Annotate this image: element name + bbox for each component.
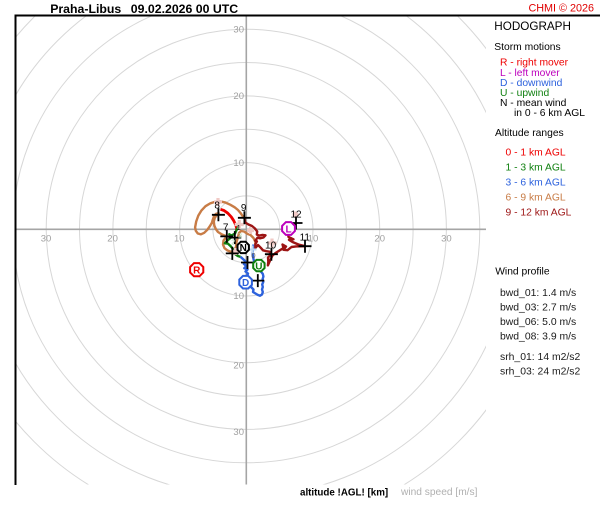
svg-text:9: 9: [241, 203, 247, 214]
svg-text:1 - 3 km AGL: 1 - 3 km AGL: [506, 163, 566, 174]
svg-text:12: 12: [290, 210, 302, 221]
svg-text:in 0 - 6 km AGL: in 0 - 6 km AGL: [514, 108, 585, 119]
svg-text:R: R: [193, 266, 201, 277]
svg-text:8: 8: [214, 200, 220, 211]
svg-text:6 - 9 km AGL: 6 - 9 km AGL: [506, 193, 566, 204]
svg-text:3: 3: [238, 231, 242, 240]
svg-text:N: N: [240, 243, 247, 254]
svg-text:10: 10: [233, 158, 244, 169]
svg-text:L: L: [285, 224, 291, 235]
svg-text:bwd_08: 3.9 m/s: bwd_08: 3.9 m/s: [500, 332, 576, 343]
svg-text:20: 20: [233, 91, 244, 102]
svg-text:srh_03: 24 m2/s2: srh_03: 24 m2/s2: [500, 367, 581, 378]
svg-text:bwd_01: 1.4 m/s: bwd_01: 1.4 m/s: [500, 288, 576, 299]
svg-text:20: 20: [374, 233, 385, 244]
svg-text:HODOGRAPH: HODOGRAPH: [494, 20, 571, 33]
svg-text:10: 10: [233, 291, 244, 302]
svg-text:bwd_03: 2.7 m/s: bwd_03: 2.7 m/s: [500, 303, 576, 314]
svg-text:0 - 1 km AGL: 0 - 1 km AGL: [506, 148, 566, 159]
svg-text:09.02.2026 00 UTC: 09.02.2026 00 UTC: [131, 2, 238, 16]
svg-text:2: 2: [231, 237, 235, 246]
svg-text:CHMI © 2026: CHMI © 2026: [528, 2, 594, 14]
svg-text:Wind profile: Wind profile: [495, 267, 550, 278]
svg-text:20: 20: [107, 233, 118, 244]
svg-text:9 - 12 km AGL: 9 - 12 km AGL: [506, 208, 572, 219]
svg-text:0: 0: [251, 251, 255, 260]
svg-text:20: 20: [233, 360, 244, 371]
svg-text:Altitude ranges: Altitude ranges: [495, 128, 564, 139]
svg-text:D: D: [242, 278, 249, 289]
svg-text:wind speed [m/s]: wind speed [m/s]: [400, 487, 478, 498]
svg-text:30: 30: [441, 233, 452, 244]
svg-text:30: 30: [233, 24, 244, 35]
svg-text:3 - 6 km AGL: 3 - 6 km AGL: [506, 178, 566, 189]
svg-text:srh_01: 14 m2/s2: srh_01: 14 m2/s2: [500, 352, 581, 363]
svg-text:U: U: [255, 261, 262, 272]
svg-text:10: 10: [174, 233, 185, 244]
svg-text:Praha-Libus: Praha-Libus: [50, 2, 121, 16]
svg-text:11: 11: [300, 233, 311, 244]
svg-text:7: 7: [223, 222, 229, 233]
svg-text:altitude !AGL! [km]: altitude !AGL! [km]: [300, 487, 388, 498]
svg-text:30: 30: [41, 233, 52, 244]
svg-text:Storm motions: Storm motions: [494, 42, 560, 53]
svg-text:10: 10: [265, 241, 277, 252]
svg-text:bwd_06: 5.0 m/s: bwd_06: 5.0 m/s: [500, 317, 576, 328]
svg-text:30: 30: [233, 427, 244, 438]
